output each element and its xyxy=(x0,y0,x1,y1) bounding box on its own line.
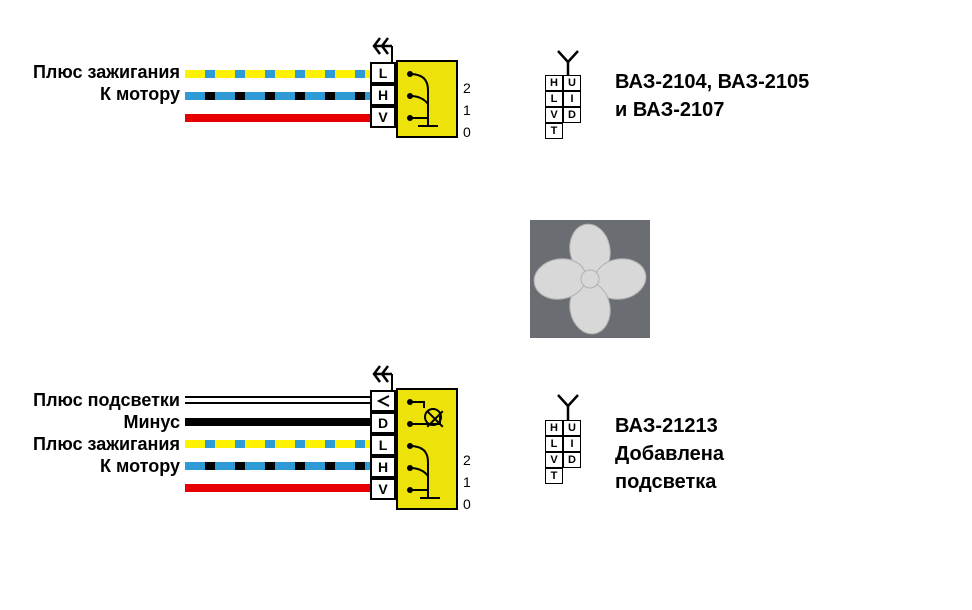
switch-position-number: 1 xyxy=(463,102,471,118)
diagram-description: ВАЗ-2104, ВАЗ-2105 и ВАЗ-2107 xyxy=(615,68,809,124)
switch-pin-cell: L xyxy=(370,434,396,456)
wire-label: К мотору xyxy=(90,456,180,477)
wire-backlight-plus xyxy=(185,396,370,398)
double-arrow-icon xyxy=(372,362,402,386)
y-arrow-icon xyxy=(554,48,582,74)
wire-label: Плюс зажигания xyxy=(10,434,180,455)
switch-position-number: 2 xyxy=(463,80,471,96)
switch-pin-cell: H xyxy=(370,84,396,106)
switch-pin-cell: V xyxy=(370,106,396,128)
double-arrow-icon xyxy=(372,34,402,58)
switch-pin-cell: L xyxy=(370,62,396,84)
wire-ignition-plus xyxy=(185,70,370,78)
wire-label: К мотору xyxy=(80,84,180,105)
fan-icon xyxy=(530,220,650,338)
wire-red xyxy=(185,484,370,492)
switch-pin-cell xyxy=(370,390,396,412)
wire-label: Плюс зажигания xyxy=(20,62,180,83)
switch-pin-cell: D xyxy=(370,412,396,434)
wire-label: Плюс подсветки xyxy=(10,390,180,411)
switch-internal-wiring xyxy=(396,60,458,138)
wire-minus xyxy=(185,418,370,426)
switch-pin-cell: H xyxy=(370,456,396,478)
switch-position-number: 0 xyxy=(463,124,471,140)
switch-position-number: 1 xyxy=(463,474,471,490)
wire-to-motor xyxy=(185,462,370,470)
wire-to-motor xyxy=(185,92,370,100)
wire-ignition-plus xyxy=(185,440,370,448)
wire-red xyxy=(185,114,370,122)
diagram-description: ВАЗ-21213 Добавлена подсветка xyxy=(615,412,724,496)
wire-label: Минус xyxy=(110,412,180,433)
switch-pin-cell: V xyxy=(370,478,396,500)
switch-position-number: 0 xyxy=(463,496,471,512)
switch-position-number: 2 xyxy=(463,452,471,468)
wire-backlight-plus xyxy=(185,402,370,404)
switch-internal-wiring xyxy=(396,388,458,510)
y-arrow-icon xyxy=(554,392,582,418)
